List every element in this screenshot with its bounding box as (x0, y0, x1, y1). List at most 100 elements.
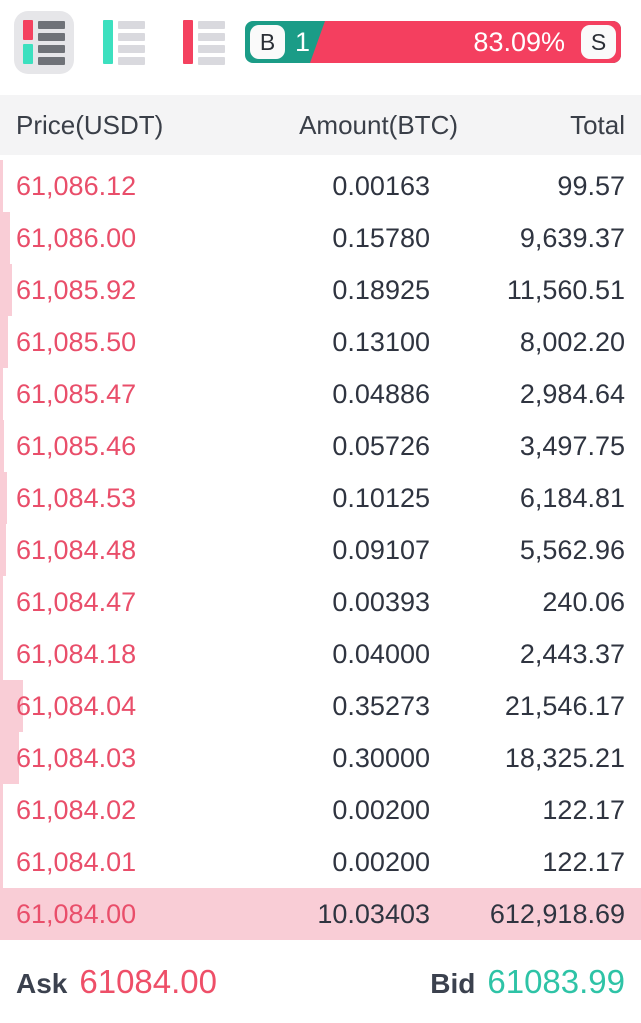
ask-bid-footer: Ask 61084.00 Bid 61083.99 (0, 940, 641, 1023)
depth-bar (0, 784, 3, 836)
row-amount: 0.00163 (332, 170, 430, 201)
row-amount: 0.10125 (332, 482, 430, 513)
row-total: 9,639.37 (519, 222, 625, 253)
row-price: 61,085.47 (16, 378, 137, 409)
order-book-toolbar: 1 83.09% B S (0, 0, 641, 95)
depth-bar (0, 524, 6, 576)
row-amount: 0.04000 (332, 638, 430, 669)
column-header-total: Total (570, 109, 625, 140)
row-price: 61,084.00 (16, 898, 137, 929)
row-amount: 0.00393 (332, 586, 430, 617)
row-price: 61,084.47 (16, 586, 137, 617)
row-total: 5,562.96 (519, 534, 625, 565)
bid-price: 61083.99 (487, 962, 625, 1000)
row-total: 122.17 (542, 794, 625, 825)
order-book-row[interactable]: 61,086.00 0.15780 9,639.37 (0, 212, 641, 264)
order-book-row[interactable]: 61,084.00 10.03403 612,918.69 (0, 888, 641, 940)
orderbook-sells-icon (183, 20, 225, 65)
row-price: 61,084.02 (16, 794, 137, 825)
depth-bar (0, 264, 13, 316)
row-total: 3,497.75 (519, 430, 625, 461)
order-book-row[interactable]: 61,084.48 0.09107 5,562.96 (0, 524, 641, 576)
row-amount: 10.03403 (317, 898, 430, 929)
column-header-amount: Amount(BTC) (299, 109, 458, 140)
depth-bar (0, 472, 7, 524)
row-amount: 0.09107 (332, 534, 430, 565)
depth-bar (0, 420, 4, 472)
bid-quote: Bid 61083.99 (430, 963, 625, 1001)
order-book-row[interactable]: 61,086.12 0.00163 99.57 (0, 160, 641, 212)
row-amount: 0.05726 (332, 430, 430, 461)
row-price: 61,086.12 (16, 170, 137, 201)
depth-bar (0, 628, 3, 680)
buy-ratio-text: 1 (295, 27, 311, 57)
view-toggle-buys-only[interactable] (94, 11, 154, 74)
row-total: 99.57 (557, 170, 625, 201)
row-total: 18,325.21 (504, 742, 625, 773)
row-total: 612,918.69 (489, 898, 625, 929)
row-total: 21,546.17 (504, 690, 625, 721)
row-amount: 0.00200 (332, 846, 430, 877)
row-amount: 0.35273 (332, 690, 430, 721)
orderbook-split-icon (23, 20, 65, 65)
row-total: 6,184.81 (519, 482, 625, 513)
row-amount: 0.00200 (332, 794, 430, 825)
ask-label: Ask (16, 967, 68, 999)
view-mode-toggles (14, 11, 234, 74)
row-price: 61,085.46 (16, 430, 137, 461)
depth-bar (0, 836, 3, 888)
row-total: 8,002.20 (519, 326, 625, 357)
view-toggle-combined[interactable] (14, 11, 74, 74)
order-book-row[interactable]: 61,085.50 0.13100 8,002.20 (0, 316, 641, 368)
row-total: 11,560.51 (506, 274, 625, 305)
row-price: 61,084.48 (16, 534, 137, 565)
row-amount: 0.15780 (332, 222, 430, 253)
row-price: 61,085.50 (16, 326, 137, 357)
row-total: 122.17 (542, 846, 625, 877)
order-book-row[interactable]: 61,084.04 0.35273 21,546.17 (0, 680, 641, 732)
row-total: 2,984.64 (519, 378, 625, 409)
sell-ratio-percent: 83.09% (473, 27, 565, 57)
order-book-row[interactable]: 61,084.47 0.00393 240.06 (0, 576, 641, 628)
orderbook-buys-icon (103, 20, 145, 65)
depth-bar (0, 368, 4, 420)
order-book-row[interactable]: 61,084.18 0.04000 2,443.37 (0, 628, 641, 680)
row-price: 61,084.01 (16, 846, 137, 877)
row-price: 61,084.04 (16, 690, 137, 721)
bid-label: Bid (430, 967, 476, 999)
row-amount: 0.13100 (332, 326, 430, 357)
depth-bar (0, 212, 11, 264)
buy-sell-ratio-bar[interactable]: 1 83.09% B S (245, 21, 621, 63)
row-amount: 0.04886 (332, 378, 430, 409)
row-amount: 0.18925 (332, 274, 430, 305)
order-book-header: Price(USDT) Amount(BTC) Total (0, 95, 641, 155)
row-price: 61,084.53 (16, 482, 137, 513)
buy-badge: B (250, 25, 285, 59)
order-book-row[interactable]: 61,084.03 0.30000 18,325.21 (0, 732, 641, 784)
order-book-row[interactable]: 61,085.46 0.05726 3,497.75 (0, 420, 641, 472)
row-price: 61,084.18 (16, 638, 137, 669)
row-price: 61,086.00 (16, 222, 137, 253)
depth-bar (0, 160, 3, 212)
depth-bar (0, 576, 3, 628)
ask-price: 61084.00 (79, 962, 218, 1000)
row-total: 2,443.37 (519, 638, 625, 669)
order-book-row[interactable]: 61,084.01 0.00200 122.17 (0, 836, 641, 888)
order-book-row[interactable]: 61,084.53 0.10125 6,184.81 (0, 472, 641, 524)
depth-bar (0, 680, 23, 732)
row-amount: 0.30000 (332, 742, 430, 773)
column-header-price: Price(USDT) (16, 109, 164, 140)
view-toggle-sells-only[interactable] (174, 11, 234, 74)
order-book-row[interactable]: 61,085.47 0.04886 2,984.64 (0, 368, 641, 420)
depth-bar (0, 888, 641, 940)
sell-badge: S (581, 25, 616, 59)
depth-bar (0, 732, 20, 784)
row-price: 61,085.92 (16, 274, 137, 305)
order-book-rows: 61,086.12 0.00163 99.57 61,086.00 0.1578… (0, 160, 641, 940)
row-price: 61,084.03 (16, 742, 137, 773)
ask-quote: Ask 61084.00 (16, 963, 217, 1001)
row-total: 240.06 (542, 586, 625, 617)
order-book-row[interactable]: 61,085.92 0.18925 11,560.51 (0, 264, 641, 316)
order-book-row[interactable]: 61,084.02 0.00200 122.17 (0, 784, 641, 836)
